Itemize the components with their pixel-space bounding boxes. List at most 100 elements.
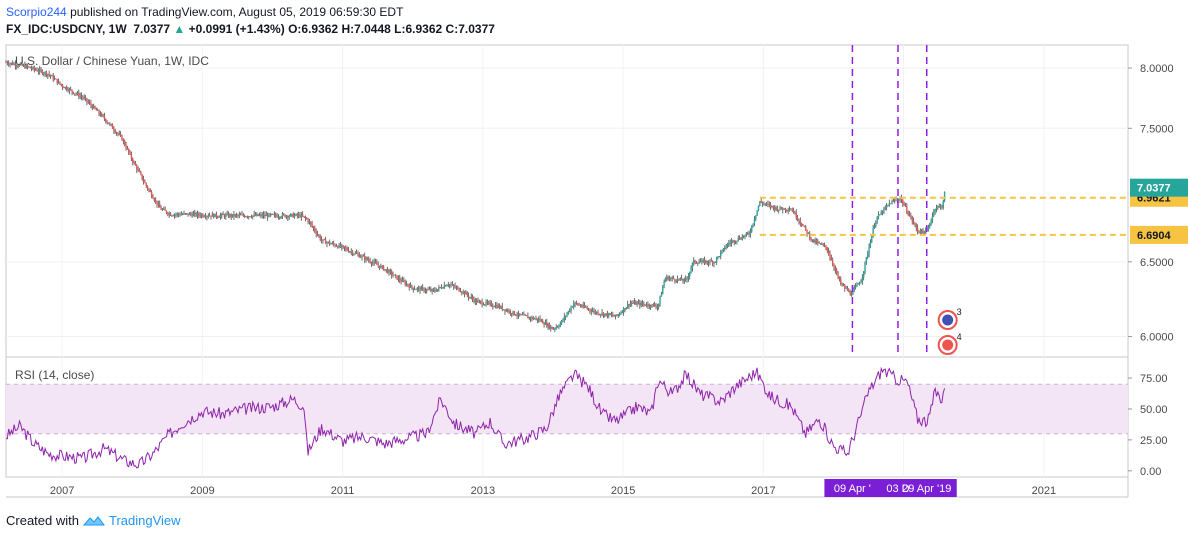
candle-body bbox=[118, 133, 120, 135]
candle-body bbox=[381, 265, 383, 267]
candle-body bbox=[788, 209, 791, 211]
candle-body bbox=[195, 212, 197, 216]
candle-body bbox=[191, 214, 193, 217]
tradingview-brand[interactable]: TradingView bbox=[108, 513, 181, 528]
candle-body bbox=[823, 245, 826, 246]
candle-body bbox=[527, 315, 529, 319]
candle-body bbox=[326, 242, 328, 244]
candle-body bbox=[500, 306, 502, 309]
time-tick-label: 2013 bbox=[471, 485, 495, 497]
candle-body bbox=[760, 201, 762, 203]
candle-body bbox=[759, 201, 761, 207]
candle-body bbox=[547, 324, 549, 327]
candle-body bbox=[190, 213, 192, 215]
candle-body bbox=[869, 242, 872, 247]
candle-body bbox=[881, 211, 884, 213]
candle-body bbox=[175, 214, 177, 216]
candle-body bbox=[63, 87, 65, 89]
candle-body bbox=[829, 253, 831, 258]
candle-body bbox=[451, 284, 454, 286]
candle-body bbox=[772, 205, 775, 208]
candle-body bbox=[804, 226, 807, 230]
candle-body bbox=[814, 240, 816, 243]
candle-body bbox=[911, 216, 913, 222]
candle-body bbox=[370, 262, 373, 264]
candle-body bbox=[211, 214, 214, 217]
candle-body bbox=[923, 231, 926, 234]
candle-body bbox=[388, 270, 390, 273]
candle-body bbox=[366, 257, 369, 260]
candle-body bbox=[659, 296, 661, 304]
candle-body bbox=[484, 304, 486, 306]
candle-body bbox=[676, 278, 679, 282]
candle-body bbox=[470, 296, 472, 298]
candle-body bbox=[18, 64, 21, 67]
candle-body bbox=[416, 288, 419, 290]
candle-body bbox=[454, 286, 456, 288]
candle-body bbox=[331, 243, 334, 244]
candle-body bbox=[575, 302, 578, 304]
candle-body bbox=[98, 110, 100, 114]
candle-body bbox=[270, 214, 273, 215]
candle-body bbox=[55, 78, 57, 80]
candle-body bbox=[795, 212, 797, 218]
chart-area[interactable]: 8.0000 7.5000 6.5000 6.0000 2007 2009 2011 2013… bbox=[0, 0, 1188, 510]
candle-body bbox=[68, 88, 71, 91]
candle-body bbox=[196, 213, 199, 216]
candle-body bbox=[443, 285, 445, 288]
candle-body bbox=[675, 280, 677, 282]
candle-body bbox=[857, 283, 859, 285]
candle-body bbox=[489, 302, 491, 304]
candle-body bbox=[304, 216, 307, 219]
candle-body bbox=[620, 312, 622, 314]
price-tick-label: 7.5000 bbox=[1140, 123, 1174, 135]
candle-body bbox=[165, 210, 168, 213]
candle-body bbox=[49, 74, 52, 77]
candle-body bbox=[262, 214, 265, 217]
candle-body bbox=[297, 214, 300, 216]
candle-body bbox=[386, 269, 389, 273]
candle-body bbox=[568, 310, 571, 312]
candle-body bbox=[667, 276, 669, 280]
candle-body bbox=[275, 214, 277, 216]
author-link[interactable]: Scorpio244 bbox=[6, 5, 67, 19]
candle-body bbox=[734, 241, 737, 243]
candle-body bbox=[883, 208, 885, 213]
candle-body bbox=[702, 260, 704, 261]
candle-body bbox=[939, 205, 942, 207]
date-marker-label: 09 Apr ' bbox=[834, 483, 871, 495]
candle-body bbox=[218, 217, 220, 218]
candle-body bbox=[695, 262, 698, 264]
candle-body bbox=[570, 307, 572, 311]
candle-body bbox=[898, 200, 900, 201]
candle-body bbox=[471, 296, 474, 300]
candle-body bbox=[359, 257, 362, 258]
candle-body bbox=[448, 284, 451, 286]
candle-body bbox=[600, 314, 602, 315]
open-value: 6.9362 bbox=[301, 22, 339, 36]
candle-body bbox=[873, 226, 876, 229]
candle-body bbox=[625, 307, 628, 310]
candle-body bbox=[809, 233, 811, 239]
candle-body bbox=[477, 300, 479, 303]
candle-body bbox=[265, 214, 267, 217]
price-pane bbox=[5, 44, 1129, 358]
candle-body bbox=[709, 260, 711, 263]
candle-body bbox=[212, 214, 215, 218]
candle-body bbox=[390, 271, 393, 276]
price-chart-title: U.S. Dollar / Chinese Yuan, 1W, IDC bbox=[15, 54, 209, 68]
candle-body bbox=[249, 216, 251, 218]
price-tick-label: 6.5000 bbox=[1140, 257, 1174, 269]
candle-body bbox=[660, 294, 663, 297]
candle-body bbox=[757, 206, 760, 211]
candle-body bbox=[668, 278, 671, 280]
candle-body bbox=[635, 301, 637, 305]
last-price-tag bbox=[1130, 178, 1188, 197]
candle-body bbox=[60, 83, 62, 86]
candle-body bbox=[711, 261, 714, 264]
candle-body bbox=[422, 287, 424, 289]
candle-body bbox=[478, 300, 481, 302]
candle-body bbox=[393, 274, 396, 276]
candle-body bbox=[658, 303, 660, 307]
candle-body bbox=[400, 280, 402, 282]
